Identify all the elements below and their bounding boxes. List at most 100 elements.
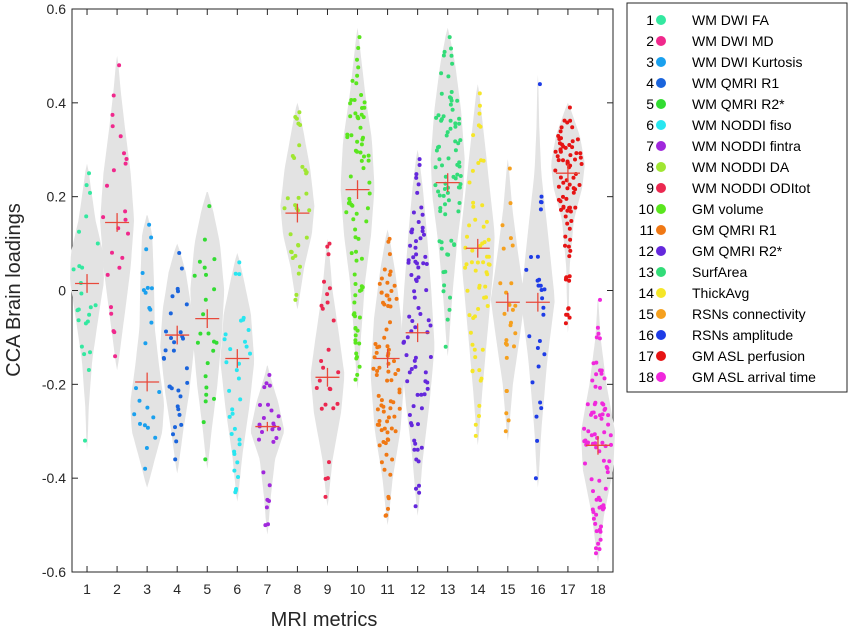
point-13: [434, 115, 439, 120]
point-10: [353, 314, 357, 319]
point-9: [331, 406, 336, 411]
point-11: [387, 272, 392, 277]
point-12: [414, 457, 419, 462]
point-18: [598, 385, 602, 390]
point-17: [577, 183, 582, 187]
point-11: [388, 406, 393, 411]
point-12: [416, 182, 421, 187]
point-8: [293, 297, 298, 302]
point-17: [561, 205, 566, 210]
point-12: [423, 379, 428, 384]
point-17: [565, 221, 570, 226]
point-16: [527, 334, 532, 339]
point-17: [570, 139, 575, 144]
point-13: [443, 174, 448, 179]
point-3: [144, 247, 149, 252]
point-9: [335, 401, 340, 406]
point-17: [578, 155, 583, 160]
x-tick-label: 4: [173, 581, 181, 597]
point-5: [204, 385, 209, 390]
point-8: [296, 195, 301, 200]
point-3: [145, 405, 150, 410]
point-13: [439, 117, 444, 122]
point-6: [230, 407, 235, 412]
point-10: [361, 135, 365, 140]
point-17: [557, 141, 562, 146]
point-18: [606, 413, 611, 418]
point-6: [224, 360, 229, 365]
point-13: [452, 243, 457, 247]
point-12: [408, 243, 413, 248]
x-tick-label: 1: [83, 581, 91, 597]
point-17: [578, 151, 583, 156]
point-13: [434, 148, 439, 153]
point-4: [170, 294, 175, 299]
point-12: [405, 335, 410, 340]
point-8: [307, 208, 312, 213]
point-5: [212, 396, 216, 401]
point-18: [590, 378, 595, 383]
point-10: [352, 300, 357, 305]
point-13: [450, 107, 455, 112]
point-3: [143, 466, 148, 471]
point-11: [385, 419, 390, 424]
legend-label: WM NODDI ODItot: [692, 180, 810, 196]
point-7: [271, 439, 276, 444]
point-6: [241, 317, 246, 322]
point-18: [592, 432, 597, 437]
point-10: [355, 139, 360, 144]
x-tick-label: 17: [560, 581, 576, 597]
point-12: [412, 447, 417, 452]
y-tick-label: 0.2: [47, 189, 67, 205]
point-12: [428, 355, 433, 359]
point-14: [486, 262, 491, 267]
point-8: [297, 110, 302, 115]
point-2: [117, 265, 122, 270]
point-6: [234, 368, 239, 373]
point-13: [443, 344, 448, 349]
point-1: [79, 291, 84, 296]
point-11: [382, 267, 387, 272]
point-13: [453, 121, 458, 126]
point-10: [357, 364, 362, 369]
point-14: [479, 158, 483, 163]
point-8: [300, 164, 305, 169]
point-18: [585, 402, 590, 407]
point-16: [541, 305, 546, 310]
violin-11: [370, 229, 405, 526]
point-18: [599, 524, 603, 529]
point-10: [350, 78, 355, 83]
point-9: [331, 318, 336, 323]
point-11: [385, 280, 390, 285]
point-13: [451, 174, 456, 179]
point-16: [530, 380, 535, 385]
point-13: [449, 238, 454, 243]
point-15: [501, 246, 506, 251]
point-10: [349, 133, 354, 138]
point-17: [565, 312, 570, 317]
point-12: [410, 319, 415, 323]
point-14: [477, 414, 481, 418]
point-5: [203, 457, 208, 462]
point-1: [71, 267, 76, 272]
point-18: [596, 541, 601, 546]
point-9: [327, 386, 332, 391]
point-17: [568, 248, 573, 253]
point-12: [413, 355, 418, 360]
point-6: [237, 272, 242, 277]
point-12: [417, 490, 422, 495]
point-17: [569, 219, 574, 223]
point-10: [359, 287, 364, 292]
point-2: [110, 124, 115, 129]
point-10: [360, 106, 364, 110]
point-12: [417, 163, 422, 167]
point-5: [202, 265, 207, 270]
point-13: [445, 130, 450, 135]
y-axis-label: CCA Brain loadings: [3, 203, 25, 376]
legend-index: 2: [646, 33, 654, 49]
point-15: [504, 290, 509, 295]
point-13: [453, 148, 458, 153]
point-4: [171, 348, 176, 353]
point-10: [353, 333, 358, 338]
point-3: [143, 341, 148, 346]
